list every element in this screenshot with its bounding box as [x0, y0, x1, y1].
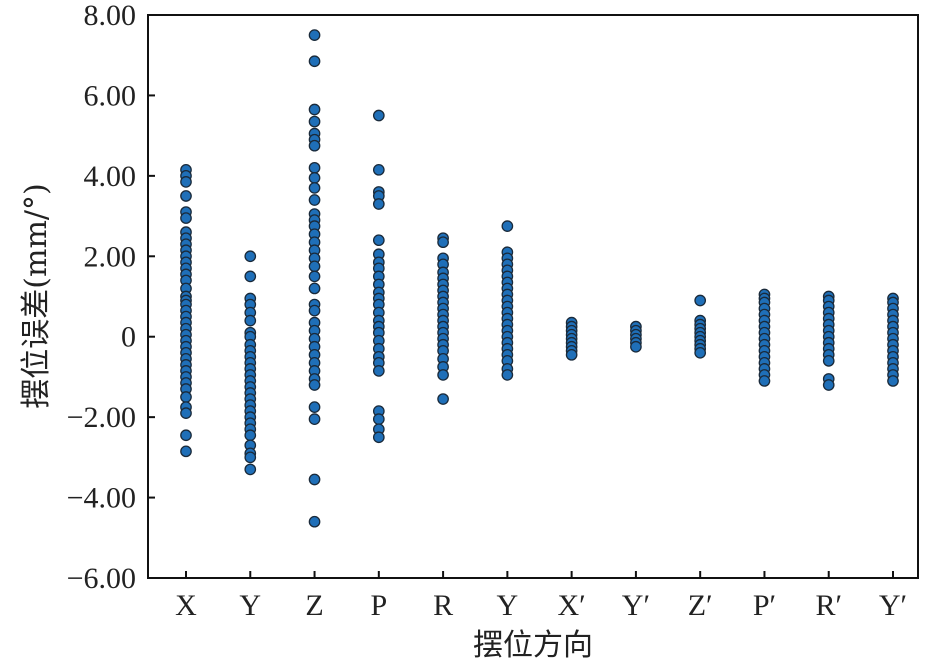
data-point	[244, 250, 257, 263]
data-point	[694, 294, 707, 307]
data-point	[308, 413, 321, 426]
data-point	[180, 190, 192, 202]
y-axis-title: 摆位误差(mm/°)	[19, 183, 54, 408]
data-point	[372, 109, 385, 122]
data-point	[887, 375, 899, 387]
x-tick-label: Y′	[879, 589, 907, 622]
y-tick-label: 0	[121, 321, 136, 354]
data-point	[630, 340, 642, 353]
data-point	[308, 115, 321, 128]
points-layer	[180, 29, 899, 528]
data-point	[244, 463, 257, 476]
x-axis-title: 摆位方向	[473, 628, 593, 663]
data-point	[308, 194, 321, 206]
data-point	[758, 375, 771, 387]
data-point	[244, 270, 257, 283]
data-point	[308, 304, 321, 317]
data-point	[180, 176, 192, 188]
data-point	[308, 270, 321, 283]
data-point	[244, 451, 257, 464]
data-point	[372, 163, 385, 176]
x-tick-label: Y	[497, 589, 519, 622]
data-point	[308, 161, 321, 174]
data-point	[694, 346, 707, 359]
data-point	[308, 473, 321, 486]
data-point	[437, 369, 449, 381]
data-point	[244, 429, 257, 442]
y-axis: 8.00 6.00 4.00 2.00 0 −2.00 −4.00 −6.00	[67, 0, 155, 595]
data-point	[822, 354, 835, 367]
data-point	[244, 314, 257, 327]
y-tick-label: −4.00	[67, 482, 136, 515]
y-tick-label: 4.00	[84, 160, 137, 193]
data-point	[308, 379, 321, 391]
x-tick-label: R	[433, 589, 453, 622]
data-point	[308, 401, 321, 413]
data-point	[437, 236, 449, 249]
x-tick-label: P′	[753, 589, 776, 622]
data-point	[308, 282, 321, 295]
data-point	[308, 515, 321, 528]
x-tick-label: X	[175, 589, 197, 622]
data-point	[437, 393, 449, 405]
y-tick-label: 6.00	[84, 79, 137, 112]
data-point	[180, 445, 192, 458]
data-point	[180, 429, 192, 442]
x-axis: X Y Z P R Y X′ Y′ Z′ P′ R′ Y′	[175, 571, 907, 622]
data-point	[308, 260, 321, 273]
y-tick-label: 2.00	[84, 240, 137, 273]
data-point	[308, 172, 321, 184]
data-point	[308, 139, 321, 152]
data-point	[372, 198, 385, 210]
x-tick-label: Y	[239, 589, 261, 622]
data-point	[180, 391, 192, 403]
data-point	[308, 103, 321, 116]
data-point	[308, 182, 321, 194]
x-tick-label: Z	[305, 589, 323, 622]
data-point	[308, 55, 321, 68]
data-point	[565, 348, 578, 361]
data-point	[822, 379, 835, 391]
data-point	[180, 407, 192, 419]
y-tick-label: 8.00	[84, 0, 137, 32]
data-point	[180, 212, 192, 224]
y-tick-label: −6.00	[67, 562, 136, 595]
data-point	[372, 365, 385, 377]
x-tick-label: R′	[815, 589, 842, 622]
data-point	[372, 234, 385, 247]
plot-frame	[147, 14, 919, 579]
data-point	[372, 413, 385, 426]
data-point	[501, 369, 514, 381]
x-tick-label: X′	[558, 589, 586, 622]
data-point	[308, 29, 321, 41]
x-tick-label: Y′	[622, 589, 650, 622]
y-tick-label: −2.00	[67, 401, 136, 434]
x-tick-label: P	[370, 589, 387, 622]
x-tick-label: Z′	[688, 589, 713, 622]
data-point	[501, 220, 514, 232]
data-point	[372, 431, 385, 444]
